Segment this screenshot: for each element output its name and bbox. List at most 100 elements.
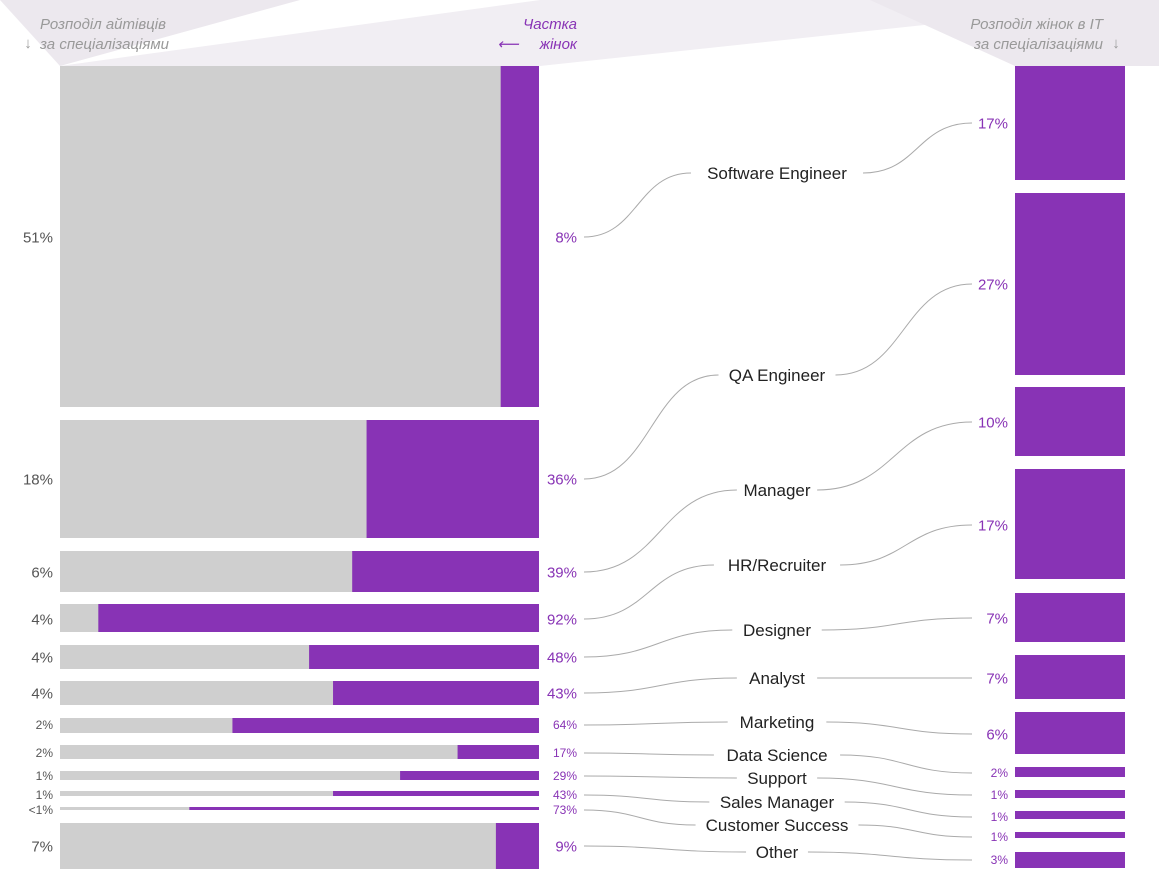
- women-distribution-label: 10%: [978, 414, 1008, 431]
- connector-right: [821, 617, 973, 631]
- category-label: Software Engineer: [707, 164, 847, 183]
- women-distribution-label: 7%: [986, 610, 1008, 627]
- share-label: <1%: [29, 803, 54, 817]
- bar-women-distribution: [1015, 790, 1125, 798]
- women-share-label: 92%: [547, 611, 577, 628]
- connector-right: [807, 851, 973, 861]
- category-label: Sales Manager: [720, 793, 835, 812]
- down-arrow-icon-left: ↓: [24, 35, 32, 52]
- bar-men: [60, 791, 539, 796]
- bar-women: [495, 823, 539, 869]
- women-distribution-label: 1%: [991, 788, 1009, 802]
- bar-women-distribution: [1015, 593, 1125, 642]
- category-label: Support: [747, 769, 807, 788]
- middle-header-line1: Частка: [523, 16, 577, 33]
- bar-women: [333, 681, 539, 705]
- connector-left: [583, 794, 710, 803]
- connector-left: [583, 374, 719, 480]
- share-label: 2%: [36, 746, 54, 760]
- category-label: Data Science: [726, 746, 827, 765]
- women-share-label: 36%: [547, 471, 577, 488]
- left-header-line2: за спеціалізаціями: [39, 36, 170, 53]
- connector-right: [840, 524, 973, 566]
- connector-left: [583, 172, 691, 238]
- bar-women: [457, 745, 539, 759]
- women-distribution-label: 1%: [991, 830, 1009, 844]
- bar-women-distribution: [1015, 66, 1125, 180]
- connector-right: [826, 721, 973, 735]
- bar-women: [232, 718, 539, 733]
- women-distribution-label: 27%: [978, 276, 1008, 293]
- category-label: Other: [756, 843, 799, 862]
- share-label: 1%: [36, 788, 54, 802]
- bar-women-distribution: [1015, 193, 1125, 375]
- bar-women-distribution: [1015, 811, 1125, 819]
- down-arrow-icon-right: ↓: [1112, 35, 1120, 52]
- women-distribution-label: 1%: [991, 810, 1009, 824]
- share-label: 2%: [36, 718, 54, 732]
- connector-right: [840, 754, 973, 774]
- bar-women-distribution: [1015, 712, 1125, 754]
- bar-women: [309, 645, 539, 669]
- bar-women-distribution: [1015, 655, 1125, 699]
- bar-men: [60, 771, 539, 780]
- bar-women-distribution: [1015, 832, 1125, 838]
- bar-men: [60, 745, 539, 759]
- connector-right: [844, 801, 973, 818]
- connector-right: [817, 777, 973, 796]
- chart-marks: 51% 8% 17% Software Engineer 18% 36% 27% QA Eng…: [23, 66, 1125, 869]
- connector-left: [583, 775, 737, 779]
- category-label: Analyst: [749, 669, 805, 688]
- women-share-label: 48%: [547, 649, 577, 666]
- middle-header-line2: жінок: [539, 36, 578, 53]
- bar-women-distribution: [1015, 469, 1125, 579]
- bar-women: [333, 791, 539, 796]
- share-label: 6%: [31, 564, 53, 581]
- bar-women-distribution: [1015, 387, 1125, 456]
- connector-right: [835, 283, 973, 376]
- connector-right: [817, 421, 973, 491]
- women-share-label: 17%: [553, 746, 577, 760]
- bar-women: [98, 604, 539, 632]
- share-label: 18%: [23, 471, 53, 488]
- women-share-label: 39%: [547, 564, 577, 581]
- women-distribution-label: 7%: [986, 670, 1008, 687]
- background-wedge-left: [0, 0, 300, 66]
- bar-women: [500, 66, 539, 407]
- connector-left: [583, 629, 733, 658]
- background-wedge-center: [60, 0, 1159, 66]
- category-label: Designer: [743, 621, 811, 640]
- connector-left: [583, 677, 737, 694]
- share-label: 51%: [23, 229, 53, 246]
- connector-right: [858, 824, 973, 838]
- left-arrow-icon: ⟵: [497, 36, 519, 53]
- women-share-label: 8%: [555, 229, 577, 246]
- women-share-label: 9%: [555, 838, 577, 855]
- category-label: Customer Success: [706, 816, 849, 835]
- women-share-label: 43%: [547, 685, 577, 702]
- bar-women: [400, 771, 539, 780]
- share-label: 4%: [31, 611, 53, 628]
- connector-left: [583, 489, 737, 573]
- women-share-label: 73%: [553, 803, 577, 817]
- connector-left: [583, 845, 747, 853]
- left-header-line1: Розподіл айтівців: [40, 16, 166, 33]
- bar-women-distribution: [1015, 767, 1125, 777]
- bar-women: [189, 807, 539, 810]
- connector-left: [583, 721, 728, 726]
- women-distribution-label: 3%: [991, 853, 1009, 867]
- women-distribution-label: 6%: [986, 726, 1008, 743]
- background-wedge-right: [870, 0, 1159, 66]
- bar-women: [352, 551, 539, 592]
- connector-left: [583, 564, 714, 620]
- women-distribution-label: 2%: [991, 766, 1009, 780]
- right-header-line2: за спеціалізаціями: [973, 36, 1104, 53]
- share-label: 4%: [31, 649, 53, 666]
- women-share-label: 29%: [553, 769, 577, 783]
- share-label: 4%: [31, 685, 53, 702]
- connector-left: [583, 809, 696, 826]
- bar-women-distribution: [1015, 852, 1125, 868]
- bar-men: [60, 823, 539, 869]
- women-share-label: 43%: [553, 788, 577, 802]
